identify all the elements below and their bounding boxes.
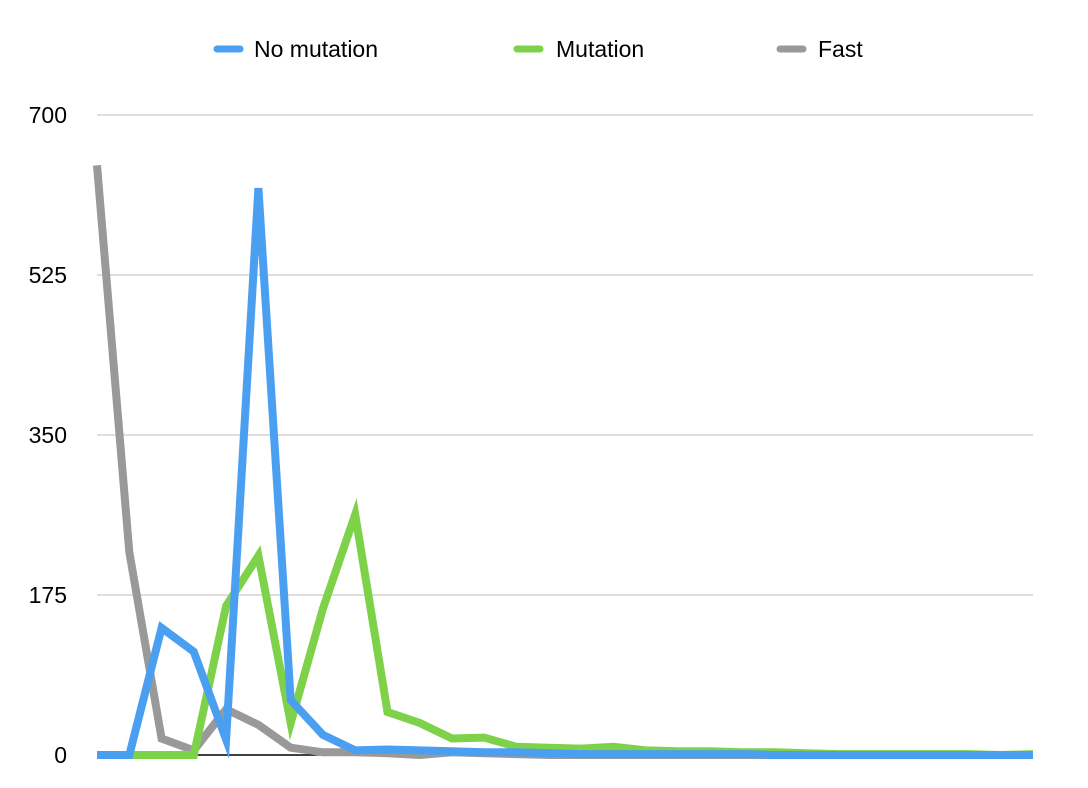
- y-tick-label: 175: [29, 582, 67, 608]
- legend-label-no-mutation: No mutation: [254, 36, 378, 62]
- legend-label-fast: Fast: [818, 36, 863, 62]
- y-tick-label: 700: [29, 102, 67, 128]
- y-axis-tick-labels: 0 175 350 525 700: [29, 102, 67, 768]
- series-lines: [93, 164, 1034, 760]
- series-line-no-mutation: [97, 187, 1033, 759]
- legend: No mutation Mutation Fast: [213, 36, 863, 62]
- legend-label-mutation: Mutation: [556, 36, 644, 62]
- y-tick-label: 525: [29, 262, 67, 288]
- y-tick-label: 350: [29, 422, 67, 448]
- series-line-fast: [93, 164, 1033, 760]
- y-tick-label: 0: [54, 742, 67, 768]
